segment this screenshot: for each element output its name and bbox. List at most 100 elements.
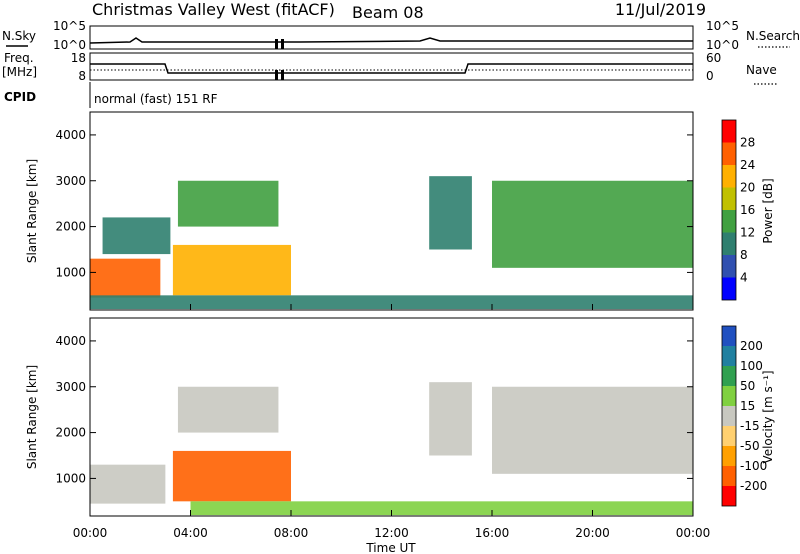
power-y-tick-label-3: 4000 — [55, 128, 86, 142]
velocity-colorbar-tick-2: 50 — [740, 379, 755, 393]
x-tick-label-1: 04:00 — [173, 526, 208, 540]
velocity-y-axis: 1000 2000 3000 4000 — [55, 334, 693, 485]
power-colorbar-segment-0 — [722, 277, 736, 300]
velocity-panel: 1000 2000 3000 4000 00:00 04:00 08:00 12:00 16:… — [25, 317, 711, 554]
x-tick-label-2: 08:00 — [274, 526, 309, 540]
velocity-colorbar-frame — [721, 325, 737, 507]
velocity-colorbar-tick-4: -15 — [740, 419, 760, 433]
velocity-colorbar-tick-3: 15 — [740, 399, 755, 413]
velocity-y-axis-label: Slant Range [km] — [25, 365, 39, 469]
power-colorbar-tick-6: 4 — [740, 271, 748, 285]
velocity-colorbar-tick-1: 100 — [740, 359, 763, 373]
velocity-region-2 — [177, 386, 279, 433]
freq-right-tick-bottom: 0 — [706, 69, 714, 83]
freq-left-tick-bottom: 8 — [78, 69, 86, 83]
power-colorbar-segment-2 — [722, 232, 736, 255]
nave-label: Nave — [746, 63, 777, 77]
velocity-colorbar-segment-7 — [722, 346, 736, 366]
beam-label: Beam 08 — [352, 3, 424, 22]
velocity-y-tick-label-3: 4000 — [55, 334, 86, 348]
freq-gap-mark-2 — [281, 70, 284, 80]
power-region-5 — [429, 176, 472, 250]
velocity-region-4 — [429, 382, 472, 456]
x-axis-label: Time UT — [365, 541, 416, 554]
velocity-colorbar-segment-0 — [722, 486, 736, 506]
power-heatmap — [90, 176, 693, 310]
cpid-mode: normal (fast) 151 RF — [94, 92, 218, 106]
velocity-region-5 — [492, 386, 693, 474]
velocity-y-tick-label-2: 3000 — [55, 380, 86, 394]
x-tick-label-5: 20:00 — [575, 526, 610, 540]
power-panel: 1000 2000 3000 4000 Slant Range [km] — [25, 111, 694, 311]
velocity-colorbar-tick-5: -50 — [740, 439, 760, 453]
power-y-tick-label-1: 2000 — [55, 220, 86, 234]
velocity-colorbar-segment-8 — [722, 326, 736, 346]
power-colorbar: 28 24 20 16 12 8 4 — [721, 119, 755, 301]
nsearch-label: N.Search — [746, 29, 800, 43]
velocity-region-3 — [190, 501, 693, 516]
nsky-gap-mark-2 — [281, 39, 284, 49]
velocity-y-tick-label-0: 1000 — [55, 471, 86, 485]
power-colorbar-label: Power [dB] — [761, 178, 775, 243]
power-region-0 — [90, 258, 161, 298]
freq-label-line2: [MHz] — [2, 65, 37, 79]
x-tick-label-3: 12:00 — [374, 526, 409, 540]
nsky-label: N.Sky — [2, 29, 36, 43]
velocity-y-tick-label-1: 2000 — [55, 426, 86, 440]
date-label: 11/Jul/2019 — [615, 0, 706, 19]
power-colorbar-segment-3 — [722, 210, 736, 233]
freq-gap-mark-1 — [275, 70, 278, 80]
velocity-colorbar-segment-2 — [722, 446, 736, 466]
power-colorbar-tick-2: 20 — [740, 181, 755, 195]
nsky-panel-frame — [89, 25, 694, 50]
velocity-colorbar: 200 100 50 15 -15 -50 -100 -200 — [721, 325, 767, 507]
velocity-colorbar-segment-5 — [722, 386, 736, 406]
velocity-colorbar-label: Velocity [m s⁻¹] — [761, 370, 775, 463]
velocity-region-1 — [172, 450, 291, 502]
power-region-1 — [102, 217, 171, 255]
nsky-left-tick-bottom: 10^0 — [53, 38, 86, 52]
power-colorbar-segment-4 — [722, 187, 736, 210]
power-y-tick-label-0: 1000 — [55, 265, 86, 279]
power-region-3 — [177, 180, 279, 227]
nsky-trace — [89, 37, 693, 44]
power-colorbar-tick-0: 28 — [740, 136, 755, 150]
power-region-2 — [172, 244, 291, 296]
nsky-gap-mark-1 — [275, 39, 278, 49]
power-region-6 — [492, 180, 693, 268]
velocity-colorbar-segment-1 — [722, 466, 736, 486]
velocity-region-0 — [90, 464, 166, 504]
freq-right-tick-top: 60 — [706, 51, 721, 65]
nsky-right-tick-bottom: 10^0 — [706, 38, 739, 52]
x-axis-ticks: 00:00 04:00 08:00 12:00 16:00 20:00 00:00 — [73, 526, 711, 540]
plot-title: Christmas Valley West (fitACF) — [92, 0, 335, 19]
x-tick-label-0: 00:00 — [73, 526, 108, 540]
velocity-x-tick-marks — [89, 510, 694, 516]
x-tick-label-6: 00:00 — [676, 526, 711, 540]
cpid-label: CPID — [4, 90, 36, 104]
power-y-tick-label-2: 3000 — [55, 174, 86, 188]
power-colorbar-segment-1 — [722, 255, 736, 278]
power-y-axis-label: Slant Range [km] — [25, 159, 39, 263]
velocity-colorbar-tick-0: 200 — [740, 339, 763, 353]
power-colorbar-frame — [721, 119, 737, 301]
power-x-tick-marks — [89, 304, 694, 310]
velocity-colorbar-segment-6 — [722, 366, 736, 386]
x-tick-label-4: 16:00 — [475, 526, 510, 540]
power-colorbar-tick-4: 12 — [740, 226, 755, 240]
velocity-colorbar-segment-4 — [722, 406, 736, 426]
power-colorbar-segment-6 — [722, 142, 736, 165]
power-colorbar-segment-7 — [722, 120, 736, 143]
power-colorbar-tick-3: 16 — [740, 203, 755, 217]
velocity-colorbar-tick-7: -200 — [740, 479, 767, 493]
power-colorbar-tick-1: 24 — [740, 158, 755, 172]
power-region-4 — [90, 295, 693, 310]
power-y-axis: 1000 2000 3000 4000 — [55, 128, 693, 279]
power-colorbar-segment-5 — [722, 165, 736, 188]
freq-label-line1: Freq. — [4, 51, 34, 65]
freq-left-tick-top: 18 — [71, 51, 86, 65]
velocity-colorbar-tick-6: -100 — [740, 459, 767, 473]
power-colorbar-tick-5: 8 — [740, 248, 748, 262]
velocity-colorbar-segment-3 — [722, 426, 736, 446]
